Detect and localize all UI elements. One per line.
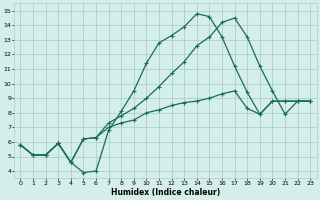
X-axis label: Humidex (Indice chaleur): Humidex (Indice chaleur)	[111, 188, 220, 197]
